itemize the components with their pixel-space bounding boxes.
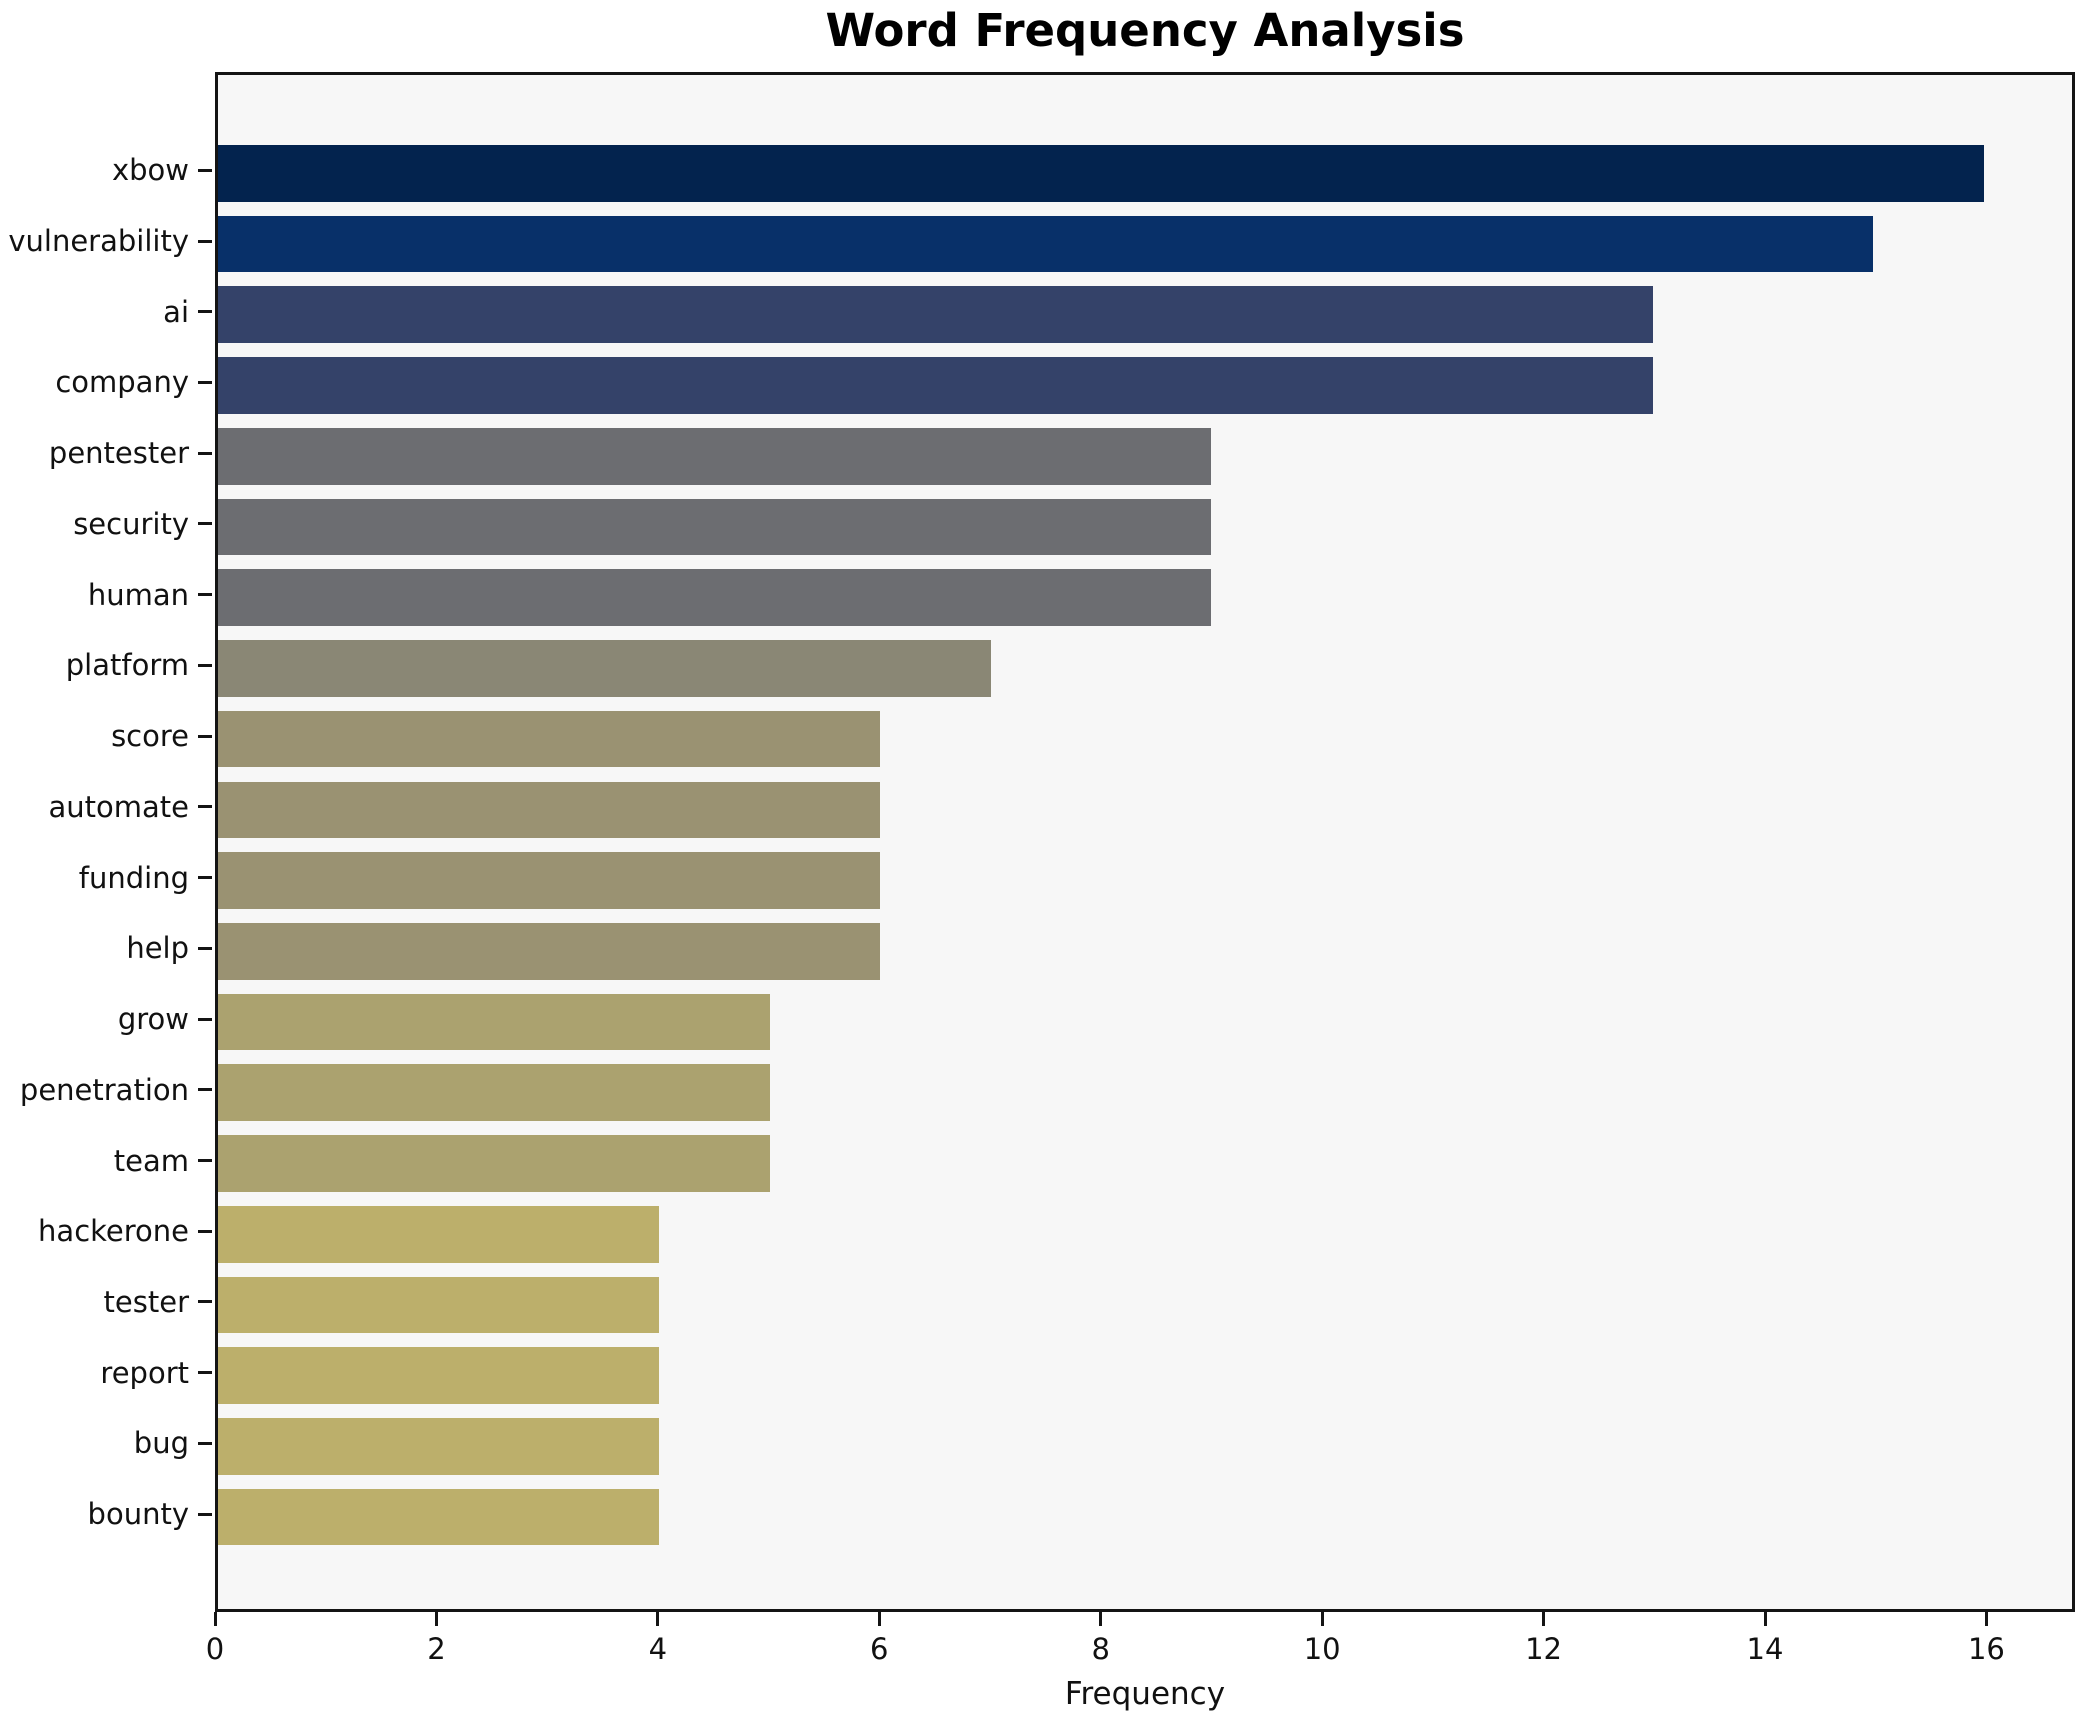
y-tick-label: score [111, 719, 189, 754]
y-tick [198, 1300, 212, 1304]
y-tick-label: bug [133, 1426, 189, 1461]
bar-help [218, 923, 881, 980]
chart-title: Word Frequency Analysis [825, 4, 1465, 57]
y-tick-label: tester [103, 1284, 189, 1319]
y-tick [198, 593, 212, 597]
y-tick-label: help [126, 931, 189, 966]
x-tick [1320, 1612, 1324, 1626]
x-tick-label: 16 [1967, 1632, 2005, 1666]
y-tick [198, 380, 212, 384]
y-tick-label: team [113, 1143, 189, 1178]
x-tick-label: 14 [1746, 1632, 1784, 1666]
y-tick-label: ai [163, 294, 189, 329]
y-tick [198, 1159, 212, 1163]
y-tick-label: hackerone [38, 1214, 189, 1249]
x-tick-label: 12 [1525, 1632, 1563, 1666]
bar-funding [218, 852, 881, 909]
x-tick [1763, 1612, 1767, 1626]
y-tick [198, 876, 212, 880]
x-tick-label: 2 [427, 1632, 446, 1666]
bar-hackerone [218, 1205, 660, 1263]
y-tick-label: human [87, 577, 189, 612]
y-tick [198, 805, 212, 809]
y-tick [198, 522, 212, 526]
y-tick [198, 734, 212, 738]
bar-company [218, 357, 1653, 414]
x-tick [1099, 1612, 1103, 1626]
bar-ai [218, 286, 1653, 344]
x-tick [1984, 1612, 1988, 1626]
x-tick [656, 1612, 660, 1626]
x-tick-label: 10 [1303, 1632, 1341, 1666]
y-tick-label: pentester [48, 436, 189, 471]
x-tick [434, 1612, 438, 1626]
y-tick-label: funding [78, 860, 189, 895]
x-axis-title: Frequency [1064, 1676, 1226, 1712]
y-tick-label: report [100, 1355, 189, 1390]
bar-human [218, 569, 1212, 626]
x-tick-label: 6 [870, 1632, 889, 1666]
y-tick [198, 1088, 212, 1092]
x-tick-label: 8 [1091, 1632, 1110, 1666]
y-tick [198, 1441, 212, 1445]
x-tick [877, 1612, 881, 1626]
bar-xbow [218, 145, 1984, 202]
x-tick-label: 0 [205, 1632, 225, 1666]
bar-team [218, 1135, 770, 1192]
bar-vulnerability [218, 215, 1874, 273]
y-tick-label: bounty [87, 1497, 189, 1532]
x-tick [213, 1612, 217, 1626]
y-tick [198, 1017, 212, 1021]
y-tick [198, 1371, 212, 1375]
bar-tester [218, 1276, 660, 1334]
y-tick [198, 1512, 212, 1516]
y-tick-label: automate [48, 789, 190, 824]
bar-platform [218, 640, 991, 697]
y-tick-label: security [73, 506, 189, 541]
y-tick [198, 946, 212, 950]
y-tick [198, 239, 212, 243]
plot-area [215, 72, 2075, 1612]
y-tick-label: company [55, 365, 189, 400]
y-tick [198, 310, 212, 314]
y-tick-label: vulnerability [8, 224, 189, 259]
bar-report [218, 1347, 660, 1404]
y-tick [198, 1229, 212, 1233]
bar-bug [218, 1418, 660, 1475]
y-tick-label: penetration [19, 1072, 189, 1107]
y-tick [198, 168, 212, 172]
y-tick [198, 663, 212, 667]
y-tick-label: grow [117, 1002, 189, 1037]
y-tick-label: platform [65, 648, 189, 683]
bar-score [218, 710, 881, 768]
bar-bounty [218, 1488, 660, 1546]
bar-penetration [218, 1064, 770, 1122]
y-tick [198, 451, 212, 455]
x-tick-label: 4 [648, 1632, 668, 1666]
bar-grow [218, 993, 770, 1051]
bar-pentester [218, 427, 1212, 485]
bar-security [218, 498, 1212, 556]
x-tick [1542, 1612, 1546, 1626]
y-tick-label: xbow [111, 153, 189, 188]
bar-automate [218, 781, 881, 839]
